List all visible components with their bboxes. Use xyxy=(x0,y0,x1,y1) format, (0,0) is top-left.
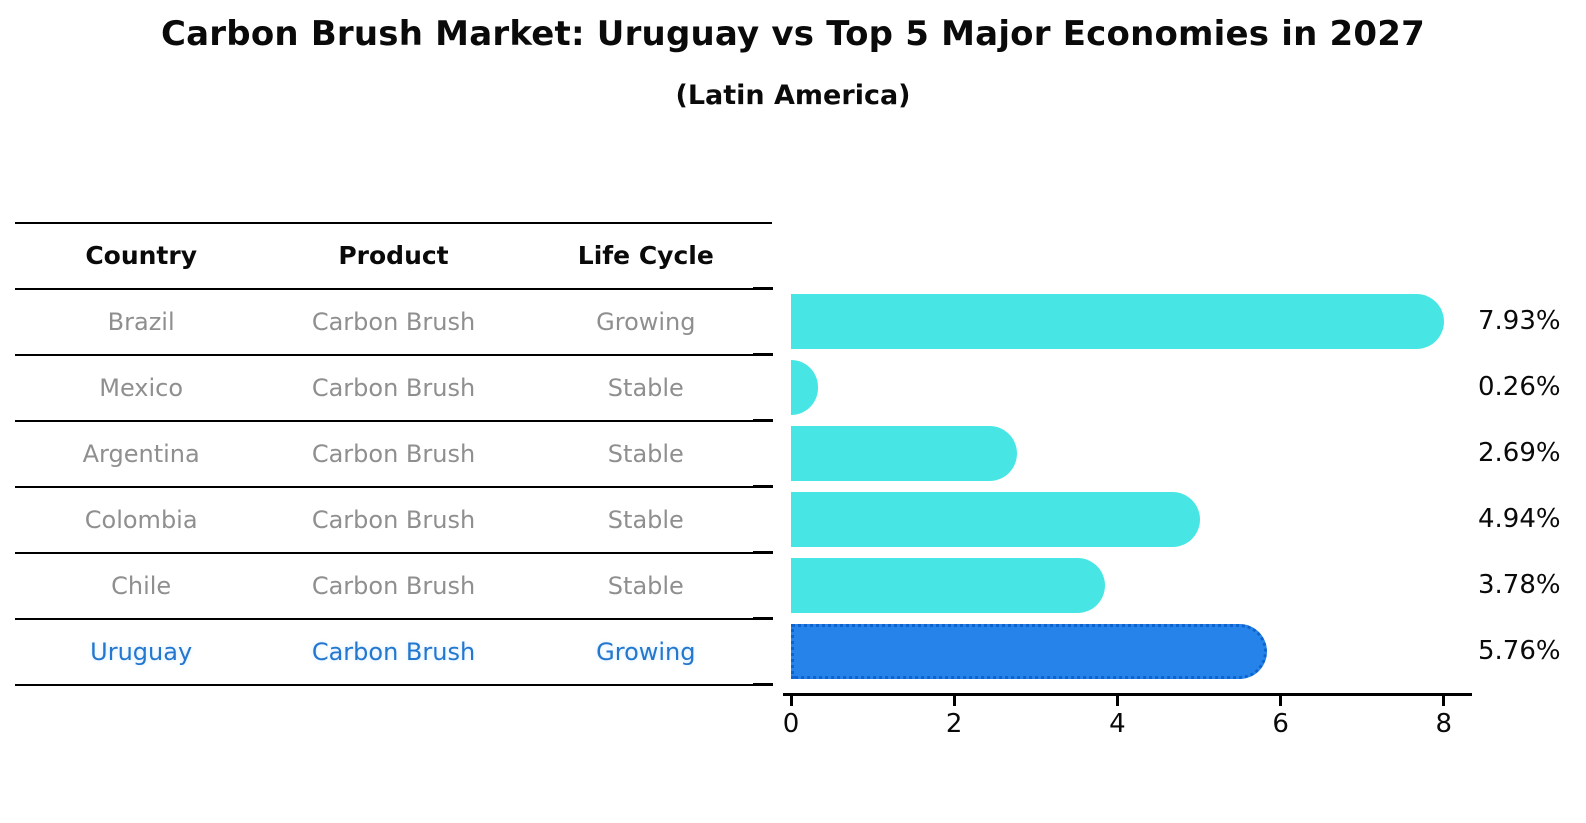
bar-value-label: 0.26% xyxy=(1478,372,1561,402)
bar-value-label: 7.93% xyxy=(1478,306,1561,336)
y-axis-tick xyxy=(753,617,773,620)
x-axis-tick xyxy=(952,693,956,706)
cell-country: Mexico xyxy=(99,374,184,402)
cell-country: Uruguay xyxy=(90,638,193,666)
table-header-row: Country Product Life Cycle xyxy=(15,224,772,290)
bar-value-label: 4.94% xyxy=(1478,504,1561,534)
x-axis-tick-label: 8 xyxy=(1435,709,1453,739)
cell-product: Carbon Brush xyxy=(311,638,476,666)
y-axis-tick xyxy=(753,287,773,290)
x-axis-tick xyxy=(1115,693,1119,706)
bar-argentina xyxy=(791,425,1017,481)
bar-mexico xyxy=(791,359,819,415)
table-row: Argentina Carbon Brush Stable xyxy=(15,422,772,488)
table-row: Colombia Carbon Brush Stable xyxy=(15,488,772,554)
x-axis-line xyxy=(783,693,1472,696)
bar-value-label: 2.69% xyxy=(1478,438,1561,468)
cell-life-cycle: Growing xyxy=(596,638,696,666)
cell-product: Carbon Brush xyxy=(311,374,476,402)
x-axis-tick-label: 0 xyxy=(782,709,800,739)
bar-uruguay xyxy=(791,623,1268,679)
y-axis-tick xyxy=(753,353,773,356)
cell-product: Carbon Brush xyxy=(311,506,476,534)
x-axis-tick-label: 6 xyxy=(1272,709,1289,739)
table-row: Mexico Carbon Brush Stable xyxy=(15,356,772,422)
cell-country: Brazil xyxy=(107,308,175,336)
column-header-product: Product xyxy=(338,241,449,270)
y-axis-tick xyxy=(753,683,773,686)
x-axis-tick xyxy=(1279,693,1283,706)
table-row: Chile Carbon Brush Stable xyxy=(15,554,772,620)
x-axis-tick-label: 4 xyxy=(1109,709,1126,739)
bar-value-label: 3.78% xyxy=(1478,570,1561,600)
cell-life-cycle: Stable xyxy=(607,506,684,534)
chart-subtitle: (Latin America) xyxy=(675,80,911,111)
bar-brazil xyxy=(791,293,1445,349)
cell-country: Colombia xyxy=(84,506,198,534)
column-header-country: Country xyxy=(85,241,198,270)
y-axis-tick xyxy=(753,551,773,554)
cell-life-cycle: Stable xyxy=(607,440,684,468)
bar-chile xyxy=(791,557,1106,613)
cell-life-cycle: Stable xyxy=(607,374,684,402)
y-axis-tick xyxy=(753,485,773,488)
y-axis-tick xyxy=(753,419,773,422)
x-axis-tick-label: 2 xyxy=(945,709,963,739)
bar-value-label: 5.76% xyxy=(1478,636,1561,666)
country-table: Country Product Life Cycle Brazil Carbon… xyxy=(15,222,772,686)
x-axis-tick xyxy=(789,693,793,706)
cell-country: Chile xyxy=(111,572,172,600)
column-header-life-cycle: Life Cycle xyxy=(577,241,714,270)
table-row: Uruguay Carbon Brush Growing xyxy=(15,620,772,686)
cell-life-cycle: Growing xyxy=(596,308,696,336)
cell-product: Carbon Brush xyxy=(311,308,476,336)
chart-title: Carbon Brush Market: Uruguay vs Top 5 Ma… xyxy=(161,14,1425,54)
cell-life-cycle: Stable xyxy=(607,572,684,600)
table-row: Brazil Carbon Brush Growing xyxy=(15,290,772,356)
cell-country: Argentina xyxy=(82,440,200,468)
cell-product: Carbon Brush xyxy=(311,440,476,468)
x-axis-tick xyxy=(1442,693,1446,706)
bar-colombia xyxy=(791,491,1201,547)
cell-product: Carbon Brush xyxy=(311,572,476,600)
